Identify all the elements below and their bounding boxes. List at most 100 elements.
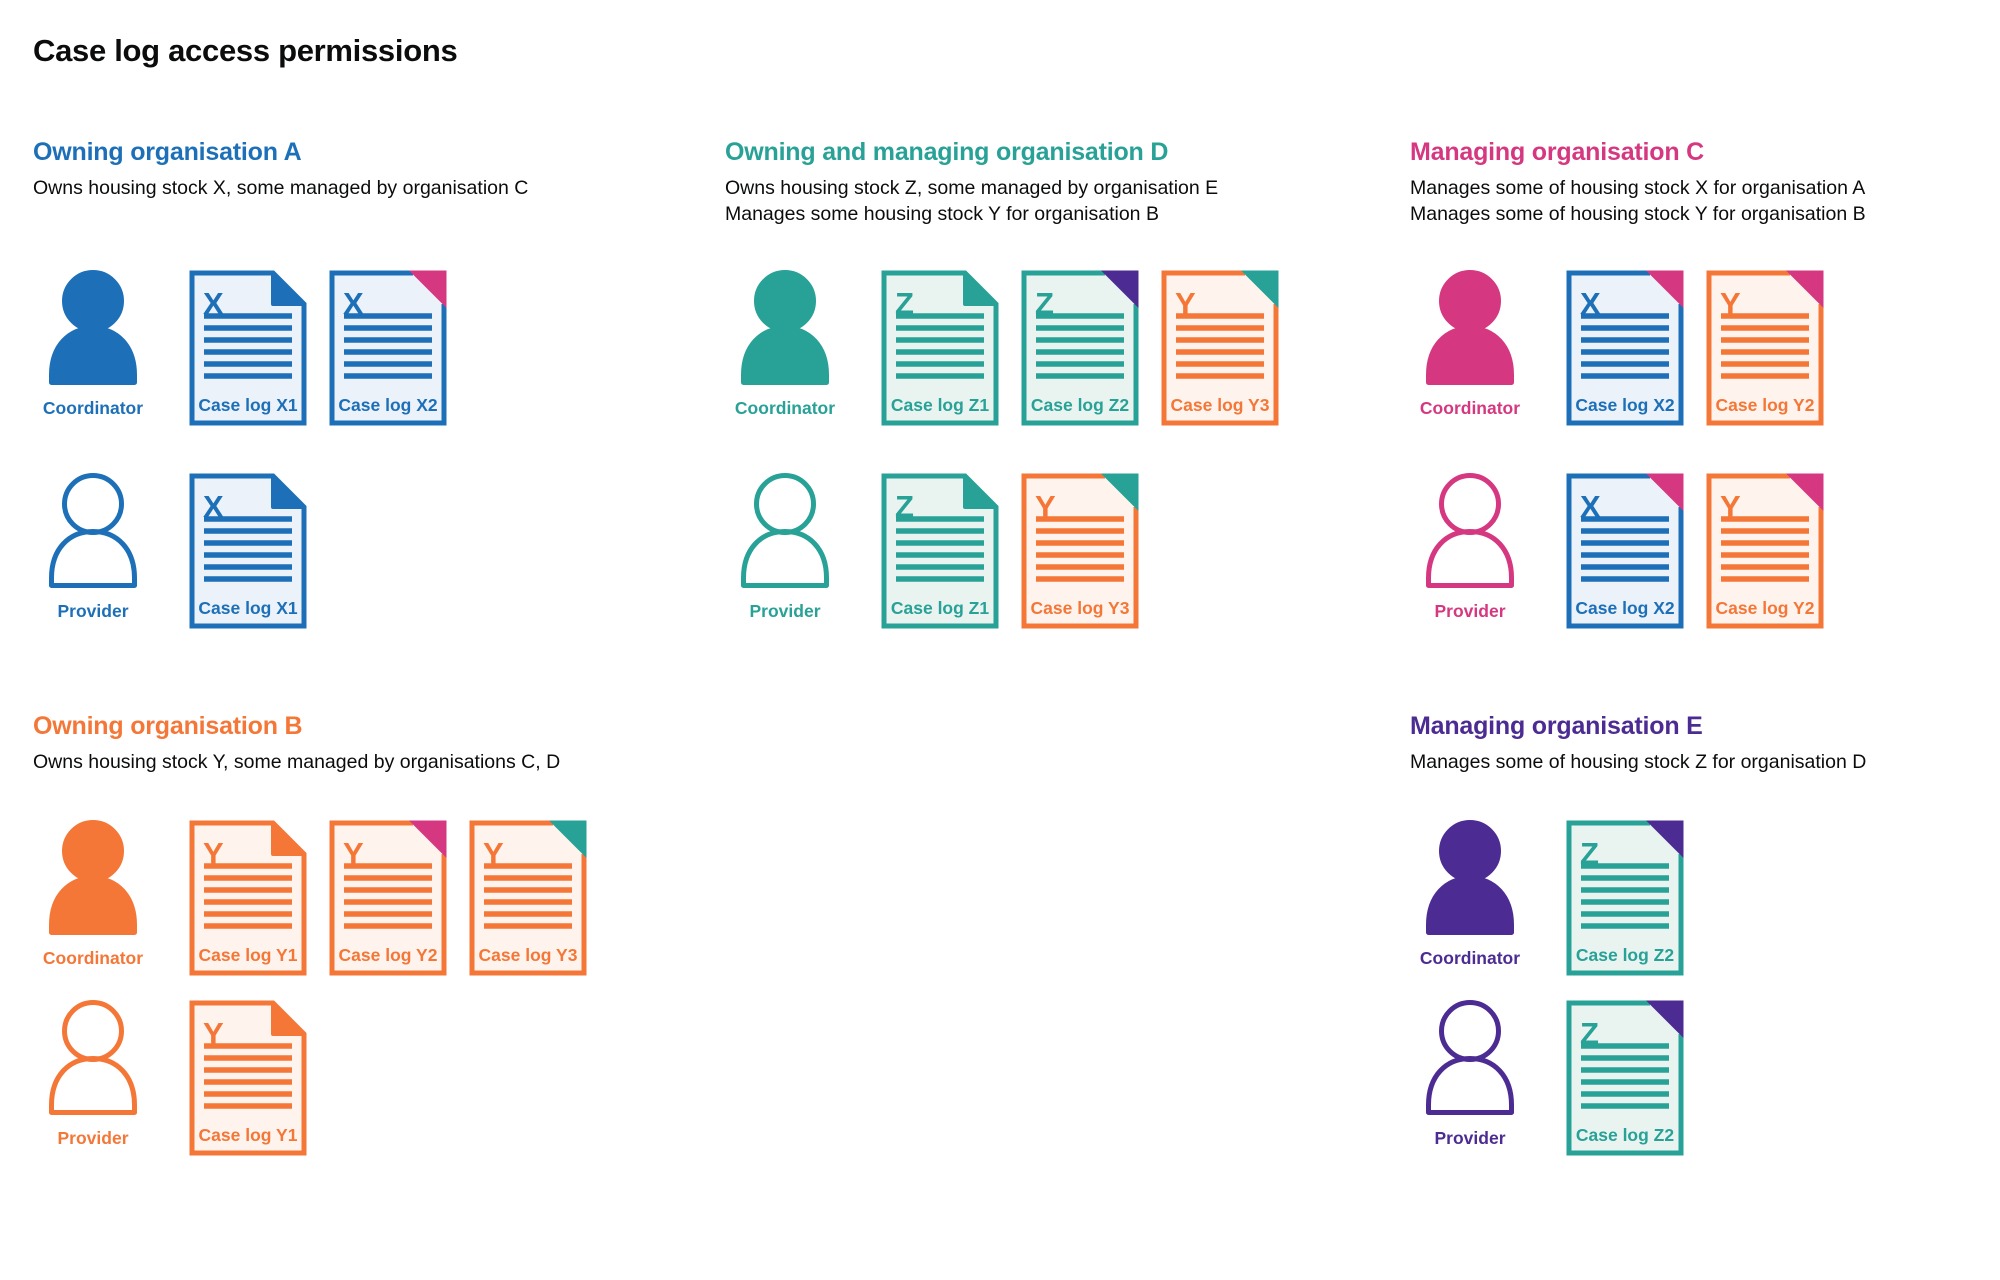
doc-stock-letter: Y xyxy=(343,836,364,871)
fold-corner-managing-org xyxy=(549,820,587,858)
org-description-line: Manages some housing stock Y for organis… xyxy=(725,202,1159,225)
org-description: Owns housing stock X, some managed by or… xyxy=(33,176,723,202)
access-row-provider: Provider X Case log X2 Y Case log Y2 xyxy=(1410,473,1824,629)
fold-corner-managing-org xyxy=(409,270,447,308)
case-log-doc-icon: Z Case log Z2 xyxy=(1021,270,1139,426)
case-log-doc-icon: Y Case log Y1 xyxy=(189,820,307,976)
fold-corner-managing-org xyxy=(1101,270,1139,308)
provider-person-icon xyxy=(49,473,137,588)
case-log-list: Y Case log Y1 Y Case log Y2 Y Case log Y… xyxy=(189,820,587,976)
section-managing-organisation-c: Managing organisation C Manages some of … xyxy=(1410,138,2000,698)
case-log-doc-icon: X Case log X2 xyxy=(1566,473,1684,629)
coordinator-block: Coordinator xyxy=(33,270,153,419)
doc-stock-letter: X xyxy=(203,489,224,524)
case-log-doc-icon: X Case log X2 xyxy=(1566,270,1684,426)
access-row-provider: Provider Z Case log Z2 xyxy=(1410,1000,1684,1156)
fold-corner-managing-org xyxy=(409,820,447,858)
case-log-doc-icon: Y Case log Y3 xyxy=(1161,270,1279,426)
provider-block: Provider xyxy=(33,473,153,622)
case-log-doc-icon: Z Case log Z1 xyxy=(881,473,999,629)
org-name: Owning and managing organisation D xyxy=(725,138,1169,166)
org-name: Owning organisation B xyxy=(33,712,303,740)
doc-stock-letter: Y xyxy=(483,836,504,871)
access-row-coordinator: Coordinator X Case log X1 X Case log X2 xyxy=(33,270,447,426)
coordinator-person-icon xyxy=(741,270,829,385)
doc-stock-letter: Y xyxy=(1720,489,1741,524)
doc-label: Case log Z1 xyxy=(891,598,989,618)
doc-stock-letter: Z xyxy=(895,286,914,321)
case-log-doc-icon: Z Case log Z1 xyxy=(881,270,999,426)
fold-corner-managing-org xyxy=(1646,1000,1684,1038)
section-owning-organisation-a: Owning organisation A Owns housing stock… xyxy=(33,138,723,698)
doc-stock-letter: X xyxy=(1580,489,1601,524)
org-name: Owning organisation A xyxy=(33,138,302,166)
doc-label: Case log X1 xyxy=(198,395,297,415)
coordinator-block: Coordinator xyxy=(33,820,153,969)
doc-label: Case log X2 xyxy=(1575,395,1674,415)
case-log-doc-icon: X Case log X1 xyxy=(189,270,307,426)
coordinator-block: Coordinator xyxy=(1410,270,1530,419)
provider-person-icon xyxy=(49,1000,137,1115)
section-owning-organisation-b: Owning organisation B Owns housing stock… xyxy=(33,712,723,1272)
coordinator-person-icon xyxy=(49,270,137,385)
fold-corner-managing-org xyxy=(1646,270,1684,308)
section-managing-organisation-e: Managing organisation E Manages some of … xyxy=(1410,712,2000,1272)
fold-corner-managing-org xyxy=(1646,473,1684,511)
provider-block: Provider xyxy=(725,473,845,622)
fold-corner-managing-org xyxy=(1101,473,1139,511)
doc-stock-letter: X xyxy=(1580,286,1601,321)
case-log-doc-icon: Z Case log Z2 xyxy=(1566,1000,1684,1156)
doc-label: Case log Y3 xyxy=(479,945,578,965)
doc-stock-letter: Z xyxy=(1035,286,1054,321)
org-description-line: Manages some of housing stock X for orga… xyxy=(1410,177,1866,199)
fold-corner-own-org xyxy=(271,1001,306,1036)
fold-corner-own-org xyxy=(271,474,306,509)
case-log-doc-icon: Y Case log Y2 xyxy=(329,820,447,976)
org-description-line: Manages some of housing stock Y for orga… xyxy=(1410,202,1866,225)
person-role-label: Coordinator xyxy=(1419,398,1521,418)
doc-label: Case log X2 xyxy=(1575,598,1674,618)
coordinator-person-icon xyxy=(49,820,137,935)
case-log-list: X Case log X1 X Case log X2 xyxy=(189,270,447,426)
access-row-coordinator: Coordinator Z Case log Z2 xyxy=(1410,820,1684,976)
coordinator-block: Coordinator xyxy=(1410,820,1530,969)
case-log-doc-icon: X Case log X1 xyxy=(189,473,307,629)
case-log-doc-icon: Z Case log Z2 xyxy=(1566,820,1684,976)
access-row-coordinator: Coordinator X Case log X2 Y Case log Y2 xyxy=(1410,270,1824,426)
fold-corner-managing-org xyxy=(1786,473,1824,511)
case-log-list: Z Case log Z2 xyxy=(1566,820,1684,976)
case-log-doc-icon: Y Case log Y3 xyxy=(1021,473,1139,629)
case-log-list: X Case log X2 Y Case log Y2 xyxy=(1566,270,1824,426)
org-description-line: Owns housing stock Z, some managed by or… xyxy=(725,177,1219,199)
fold-corner-own-org xyxy=(271,271,306,306)
person-role-label: Coordinator xyxy=(734,398,836,418)
provider-person-icon xyxy=(1426,473,1514,588)
doc-stock-letter: Y xyxy=(203,1016,224,1051)
fold-corner-managing-org xyxy=(1241,270,1279,308)
fold-corner-managing-org xyxy=(1786,270,1824,308)
doc-label: Case log X1 xyxy=(198,598,297,618)
fold-corner-own-org xyxy=(271,821,306,856)
case-log-list: X Case log X2 Y Case log Y2 xyxy=(1566,473,1824,629)
person-role-label: Provider xyxy=(749,601,821,621)
provider-block: Provider xyxy=(33,1000,153,1149)
case-log-list: Z Case log Z1 Z Case log Z2 Y Case log Y… xyxy=(881,270,1279,426)
access-row-provider: Provider Y Case log Y1 xyxy=(33,1000,307,1156)
coordinator-person-icon xyxy=(1426,820,1514,935)
org-description-line: Owns housing stock X, some managed by or… xyxy=(33,177,529,199)
doc-stock-letter: X xyxy=(203,286,224,321)
doc-stock-letter: Z xyxy=(1580,836,1599,871)
doc-label: Case log Y1 xyxy=(199,1125,298,1145)
fold-corner-managing-org xyxy=(1646,820,1684,858)
provider-block: Provider xyxy=(1410,1000,1530,1149)
org-description: Manages some of housing stock Z for orga… xyxy=(1410,750,2000,776)
doc-label: Case log Y3 xyxy=(1171,395,1270,415)
case-log-list: X Case log X1 xyxy=(189,473,307,629)
provider-block: Provider xyxy=(1410,473,1530,622)
doc-stock-letter: Z xyxy=(1580,1016,1599,1051)
doc-label: Case log Z2 xyxy=(1576,945,1674,965)
person-role-label: Coordinator xyxy=(42,948,144,968)
case-log-list: Y Case log Y1 xyxy=(189,1000,307,1156)
section-owning-and-managing-organisation-d: Owning and managing organisation D Owns … xyxy=(725,138,1410,698)
